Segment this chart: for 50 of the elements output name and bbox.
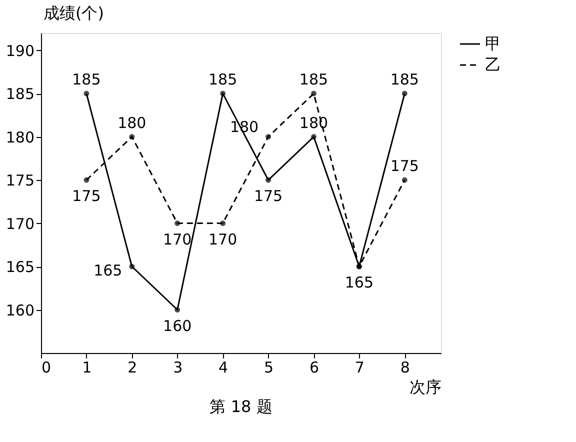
point <box>266 134 272 140</box>
y-tick-label: 160 <box>6 301 34 320</box>
point <box>84 90 90 96</box>
data-label: 170 <box>208 230 238 248</box>
point <box>84 177 90 183</box>
point <box>266 177 272 183</box>
data-label: 165 <box>344 274 374 292</box>
point <box>220 90 226 96</box>
x-tick-label: 7 <box>354 358 364 376</box>
data-label: 185 <box>208 70 238 89</box>
y-tick-label: 165 <box>6 258 34 276</box>
x-tick-label: 3 <box>173 358 183 376</box>
point <box>174 220 180 226</box>
legend-label: 乙 <box>485 55 501 74</box>
x-tick-label: 8 <box>400 358 410 376</box>
point <box>174 307 180 312</box>
data-label: 185 <box>390 70 419 89</box>
data-label: 175 <box>72 187 101 206</box>
x-tick-label: 5 <box>264 358 274 376</box>
data-label: 175 <box>390 157 419 176</box>
y-axis-title: 成绩(个) <box>44 4 104 22</box>
point <box>220 220 226 226</box>
data-label: 160 <box>163 316 192 335</box>
legend-label: 甲 <box>485 34 501 53</box>
point <box>310 90 316 96</box>
data-label: 180 <box>299 114 328 132</box>
y-tick-label: 180 <box>6 128 34 146</box>
data-label: 165 <box>94 262 122 280</box>
x-tick-label: 2 <box>128 358 138 376</box>
x-tick-label: 4 <box>218 358 228 376</box>
data-label: 175 <box>254 187 283 206</box>
y-tick-label: 190 <box>6 42 34 60</box>
point <box>402 177 408 183</box>
y-tick-label: 175 <box>6 172 34 190</box>
data-label: 185 <box>72 70 101 89</box>
point <box>402 90 408 96</box>
x-tick-label: 6 <box>309 358 319 376</box>
x-tick-label: 0 <box>42 358 52 376</box>
text: 第 18 题 <box>210 397 272 416</box>
point <box>129 134 135 140</box>
x-axis-title: 次序 <box>410 378 442 396</box>
data-label: 180 <box>118 114 146 132</box>
data-label: 170 <box>163 230 192 248</box>
y-tick-label: 185 <box>6 85 34 104</box>
x-tick-label: 1 <box>82 358 92 376</box>
point <box>129 264 135 270</box>
y-tick-label: 170 <box>6 214 34 233</box>
point <box>356 264 362 270</box>
point <box>310 134 316 140</box>
data-label: 185 <box>299 70 328 89</box>
